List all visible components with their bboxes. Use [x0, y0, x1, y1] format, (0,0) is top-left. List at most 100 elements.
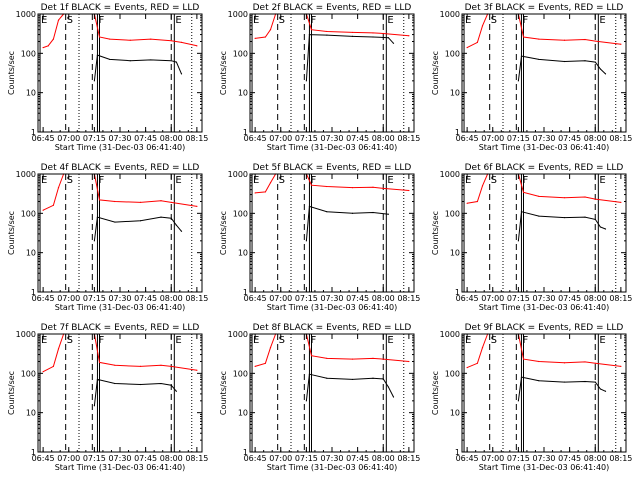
event-rate-point — [96, 54, 99, 56]
time-marker-label: E — [599, 15, 605, 26]
x-tick-label: 07:15 — [83, 294, 106, 303]
y-tick-label: 1000 — [228, 330, 248, 339]
chart-panel: Det 7f BLACK = Events, RED = LLD E S F E 1 10 1… — [7, 323, 208, 472]
plot-frame — [37, 173, 203, 293]
event-rate-point — [392, 42, 395, 44]
lld-rate-point — [269, 347, 272, 349]
lld-rate-point — [351, 187, 354, 189]
lld-rate-point — [481, 347, 484, 349]
x-tick-label: 07:45 — [558, 454, 581, 463]
plot-frame — [461, 173, 627, 293]
lld-rate-point — [620, 365, 622, 368]
time-marker-label: E — [253, 175, 259, 186]
time-marker-label: S — [279, 15, 285, 26]
x-tick-label: 06:45 — [244, 454, 267, 463]
chart-title: Det 7f BLACK = Events, RED = LLD — [41, 323, 200, 333]
x-tick-label: 07:45 — [134, 294, 157, 303]
lld-rate-point — [254, 37, 256, 39]
lld-rate-point — [476, 362, 478, 364]
event-rate-point — [599, 226, 601, 228]
x-tick-label: 08:15 — [185, 134, 208, 143]
lld-rate-point — [129, 39, 131, 41]
lld-rate-point — [408, 360, 410, 363]
y-tick-label: 10 — [238, 249, 248, 258]
event-rate-point — [175, 61, 177, 63]
event-rate-point — [584, 216, 586, 218]
event-rate-point — [382, 378, 384, 380]
x-tick-label: 06:45 — [244, 134, 267, 143]
x-tick-label: 07:15 — [83, 454, 106, 463]
y-tick-label: 1000 — [440, 330, 460, 339]
y-tick-label: 100 — [233, 209, 248, 218]
y-tick-label: 100 — [21, 49, 36, 58]
time-marker-label: S — [491, 335, 497, 346]
lld-rate-line — [467, 173, 489, 204]
x-tick-label: 06:45 — [456, 134, 479, 143]
event-rate-point — [392, 396, 395, 398]
chart-panel: Det 6f BLACK = Events, RED = LLD E S F E 1 10 1… — [431, 163, 632, 312]
lld-rate-point — [481, 185, 484, 187]
x-axis-label: Start Time (31-Dec-03 06:41:40) — [55, 463, 186, 472]
event-rate-point — [180, 230, 183, 232]
time-marker-label: S — [491, 175, 497, 186]
x-tick-label: 08:15 — [185, 454, 208, 463]
event-rate-point — [372, 36, 374, 38]
event-rate-point — [139, 220, 142, 222]
time-marker-label: E — [387, 335, 393, 346]
event-rate-line — [93, 378, 177, 406]
lld-rate-point — [196, 45, 198, 47]
time-marker-label: E — [41, 175, 47, 186]
plot-frame — [37, 13, 203, 133]
event-rate-point — [599, 388, 601, 390]
x-tick-label: 08:00 — [584, 294, 607, 303]
lld-rate-point — [584, 196, 586, 198]
lld-rate-point — [264, 191, 266, 193]
lld-rate-point — [139, 201, 142, 203]
x-tick-label: 07:15 — [83, 134, 106, 143]
event-rate-point — [584, 380, 586, 383]
lld-rate-point — [466, 202, 468, 204]
x-axis-label: Start Time (31-Dec-03 06:41:40) — [55, 303, 186, 312]
event-rate-point — [305, 240, 307, 242]
time-marker-label: F — [310, 175, 316, 186]
chart-panel: Det 2f BLACK = Events, RED = LLD E S F E 1 10 1… — [219, 3, 420, 152]
lld-rate-point — [42, 209, 44, 211]
x-axis-label: Start Time (31-Dec-03 06:41:40) — [479, 143, 610, 152]
lld-rate-point — [476, 200, 478, 203]
x-tick-label: 08:15 — [609, 454, 632, 463]
event-rate-point — [170, 60, 172, 62]
lld-rate-point — [563, 197, 566, 199]
event-rate-point — [308, 33, 311, 36]
x-tick-label: 08:15 — [397, 294, 420, 303]
time-marker-label: E — [465, 335, 471, 346]
x-tick-label: 07:15 — [295, 134, 318, 143]
x-tick-label: 07:00 — [481, 134, 504, 143]
chart-title: Det 4f BLACK = Events, RED = LLD — [41, 163, 200, 173]
time-marker-label: E — [465, 15, 471, 26]
time-marker-label: F — [522, 335, 528, 346]
y-tick-label: 100 — [445, 49, 460, 58]
x-tick-label: 07:45 — [346, 454, 369, 463]
lld-rate-point — [57, 19, 60, 21]
event-rate-line — [305, 373, 394, 401]
chart-title: Det 5f BLACK = Events, RED = LLD — [253, 163, 412, 173]
x-tick-label: 08:00 — [372, 454, 395, 463]
event-rate-point — [372, 377, 374, 379]
event-rate-point — [517, 240, 519, 242]
y-tick-label: 1000 — [16, 170, 36, 179]
x-tick-label: 07:45 — [134, 454, 157, 463]
lld-rate-point — [538, 38, 540, 40]
event-rate-point — [538, 215, 540, 217]
lld-rate-point — [160, 364, 162, 366]
lld-rate-line — [466, 13, 489, 49]
x-tick-label: 06:45 — [456, 294, 479, 303]
lld-rate-line — [466, 333, 489, 369]
y-tick-label: 1000 — [16, 10, 36, 19]
x-axis-label: Start Time (31-Dec-03 06:41:40) — [55, 143, 186, 152]
x-tick-label: 07:30 — [320, 294, 343, 303]
lld-rate-point — [160, 200, 162, 202]
chart-panel: Det 8f BLACK = Events, RED = LLD E S F E 1 10 1… — [219, 323, 420, 472]
lld-rate-point — [150, 38, 152, 40]
event-rate-point — [93, 405, 95, 407]
x-tick-label: 07:00 — [269, 134, 292, 143]
